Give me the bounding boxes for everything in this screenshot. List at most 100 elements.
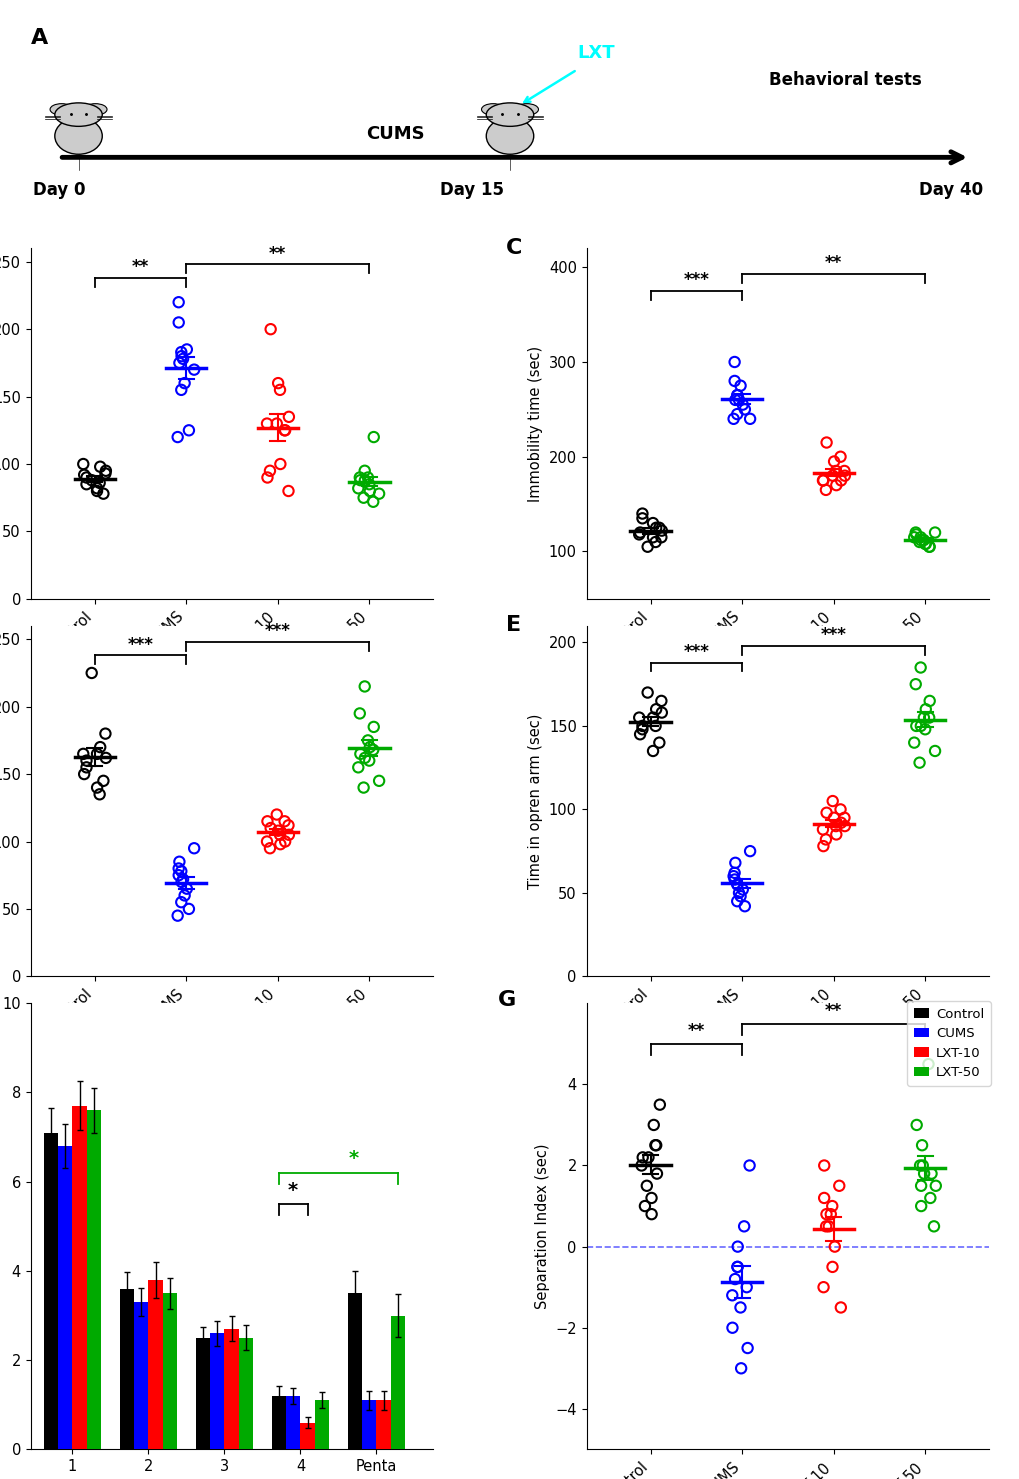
Point xyxy=(272,453,288,476)
Point xyxy=(173,890,190,914)
Point xyxy=(653,701,669,725)
Point xyxy=(732,374,748,398)
Point xyxy=(907,522,923,546)
Point xyxy=(650,731,666,754)
Text: **: ** xyxy=(131,259,149,277)
Legend: Control, CUMS, LXT-10, LXT-50: Control, CUMS, LXT-10, LXT-50 xyxy=(906,1001,989,1086)
Point xyxy=(631,522,647,546)
Point xyxy=(185,837,202,861)
Point xyxy=(97,722,113,745)
Point xyxy=(365,490,381,513)
Point xyxy=(817,430,834,454)
Point xyxy=(84,661,100,685)
Point xyxy=(173,345,190,368)
Point xyxy=(357,458,373,482)
Point xyxy=(355,487,371,510)
Point xyxy=(723,1316,740,1340)
Point xyxy=(633,1154,649,1177)
Point xyxy=(814,1275,830,1299)
Ellipse shape xyxy=(55,118,102,154)
Point xyxy=(836,464,852,488)
Point xyxy=(741,407,757,430)
Point xyxy=(833,810,849,834)
Point xyxy=(170,864,186,887)
Point xyxy=(262,458,278,482)
Point xyxy=(259,466,275,490)
Point xyxy=(823,790,840,813)
Point xyxy=(731,387,747,411)
Point xyxy=(171,850,187,874)
Text: A: A xyxy=(31,28,48,49)
Point xyxy=(915,705,931,729)
Point xyxy=(926,740,943,763)
Point xyxy=(912,1194,928,1217)
Point xyxy=(653,519,669,543)
Point xyxy=(815,1154,832,1177)
Text: C: C xyxy=(505,238,522,257)
Point xyxy=(634,717,650,741)
Text: **: ** xyxy=(687,1022,704,1040)
Point xyxy=(360,729,376,753)
Point xyxy=(836,806,852,830)
Point xyxy=(174,348,191,371)
Point xyxy=(823,1256,840,1279)
Point xyxy=(823,464,840,488)
Point xyxy=(640,1146,656,1170)
Point xyxy=(833,469,849,493)
Text: *: * xyxy=(288,1180,298,1199)
Point xyxy=(262,318,278,342)
Bar xyxy=(362,1401,376,1449)
Point xyxy=(832,445,848,469)
Circle shape xyxy=(50,104,73,115)
Point xyxy=(259,809,275,833)
Point xyxy=(916,532,932,556)
Bar xyxy=(238,1338,253,1449)
Circle shape xyxy=(84,104,107,115)
Point xyxy=(729,873,745,896)
Point xyxy=(371,769,387,793)
Point xyxy=(920,535,936,559)
Point xyxy=(97,461,113,485)
Point xyxy=(631,705,647,729)
Point xyxy=(920,689,936,713)
Point xyxy=(652,525,668,549)
Bar xyxy=(224,1330,238,1449)
Point xyxy=(736,1214,752,1238)
Point xyxy=(92,456,108,479)
Point xyxy=(95,769,111,793)
Point xyxy=(814,469,830,493)
Point xyxy=(726,351,742,374)
Point xyxy=(362,479,378,503)
Point xyxy=(726,861,742,884)
Point xyxy=(180,898,197,921)
Point xyxy=(729,383,745,407)
Circle shape xyxy=(515,104,538,115)
Point xyxy=(268,411,284,435)
Point xyxy=(736,895,752,918)
Text: ***: *** xyxy=(127,636,153,654)
Point xyxy=(78,748,95,772)
Point xyxy=(830,1174,847,1198)
Point xyxy=(814,834,830,858)
Point xyxy=(731,881,747,905)
Point xyxy=(916,717,932,741)
Point xyxy=(917,532,933,556)
Point xyxy=(814,818,830,842)
Point xyxy=(647,1133,663,1157)
Point xyxy=(725,407,741,430)
Point xyxy=(817,828,834,852)
Point xyxy=(185,358,202,382)
Point xyxy=(729,383,745,407)
Bar xyxy=(87,1111,101,1449)
Point xyxy=(76,463,93,487)
Point xyxy=(276,419,292,442)
Point xyxy=(362,735,378,759)
Point xyxy=(817,1202,834,1226)
Point xyxy=(357,745,373,769)
Point xyxy=(268,803,284,827)
Point xyxy=(78,466,95,490)
Point xyxy=(727,387,743,411)
Bar xyxy=(347,1293,362,1449)
Point xyxy=(907,714,923,738)
Point xyxy=(277,830,293,853)
